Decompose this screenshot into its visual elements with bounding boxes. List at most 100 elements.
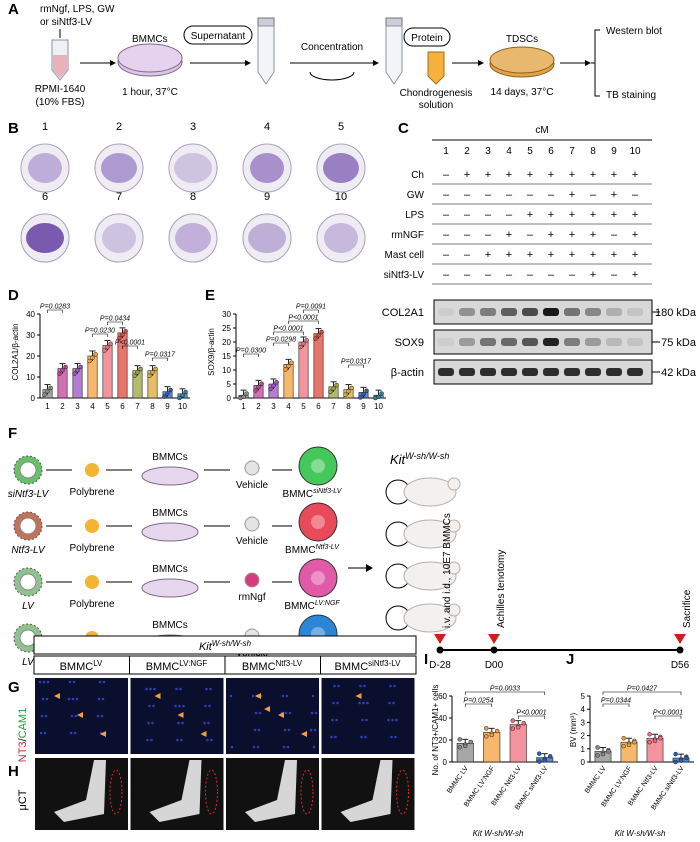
blot-band <box>606 338 622 346</box>
fluorescence-image <box>321 678 415 754</box>
blot-band <box>522 368 538 376</box>
row-value: + <box>611 169 617 181</box>
p-value: P=0.0434 <box>100 316 130 323</box>
group-header: BMMCsiNtf3-LV <box>335 659 402 673</box>
cycle-arrow-icon <box>309 71 355 81</box>
mouse-icon <box>403 561 457 591</box>
row-value: – <box>611 269 618 281</box>
x-tick-label: 2 <box>60 402 65 411</box>
x-tick-label: 8 <box>346 402 351 411</box>
well-number: 4 <box>264 121 270 133</box>
data-point <box>595 753 600 758</box>
x-tick-label: 1 <box>241 402 246 411</box>
y-tick-label: 20 <box>26 352 35 361</box>
significance-bracket <box>152 357 168 361</box>
blot-band <box>501 338 517 346</box>
well-stain <box>26 223 64 253</box>
data-point <box>331 386 336 391</box>
x-tick-label: 3 <box>271 402 276 411</box>
polybrene-label: Polybrene <box>69 543 114 554</box>
p-value: P<0.0001 <box>653 710 683 717</box>
panel-e: E SOX9/β-actin 0 5 10 15 20 25 30 1 2 3 4 5 6 7 8 9 10 P=… <box>205 287 386 411</box>
data-point <box>673 759 678 765</box>
x-tick-label: BMMC LV <box>446 765 470 795</box>
data-point <box>78 364 83 370</box>
tube-icon <box>51 39 69 81</box>
centrifuge-tube-icon <box>257 17 275 85</box>
protein-label: Protein <box>411 33 443 44</box>
data-point <box>621 735 626 741</box>
data-point <box>346 389 351 394</box>
data-point <box>334 382 339 388</box>
blot-band <box>585 338 601 346</box>
data-point <box>180 393 185 398</box>
well-stain <box>101 153 137 183</box>
bar <box>313 333 324 399</box>
well-stain <box>250 153 284 183</box>
arrowhead-marker <box>255 693 261 699</box>
significance-bracket <box>602 691 682 695</box>
panel-label-e: E <box>205 287 215 304</box>
blot-kda: 75 kDa <box>661 337 697 349</box>
event-marker-1 <box>434 634 446 644</box>
p-value: P=0.0344 <box>601 698 631 705</box>
medium-line-1: RPMI-1640 <box>35 84 86 95</box>
row-value: + <box>611 189 617 201</box>
row-value: + <box>527 169 533 181</box>
data-point <box>286 363 291 369</box>
y-tick-label: 60 <box>438 692 447 701</box>
arrowhead-marker <box>278 712 284 718</box>
data-point <box>328 389 333 395</box>
blot-band <box>480 368 496 376</box>
event-sacrifice: Sacrifice <box>682 589 693 628</box>
panel-label-d: D <box>8 287 19 304</box>
data-point <box>253 388 258 393</box>
blot-band <box>438 308 454 316</box>
stain-label: NT3/CAM1 <box>17 708 29 762</box>
agent-icon <box>244 572 260 588</box>
row-value: + <box>632 269 638 281</box>
chart-e: 0 5 10 15 20 25 30 1 2 3 4 5 6 7 8 9 10 P=0.0091 P<0.0001 P… <box>222 304 386 411</box>
day-d00: D00 <box>485 660 504 671</box>
row-value: + <box>548 169 554 181</box>
data-point <box>102 348 107 353</box>
panel-f: F siNtf3-LV Polybrene BMMCs Vehicle BMMCsiNt… <box>8 425 693 671</box>
timeline-dot-d56 <box>676 646 684 654</box>
day-d56: D56 <box>671 660 690 671</box>
fluorescence-image <box>130 678 224 754</box>
row-label: Ch <box>411 170 424 181</box>
lane-number: 6 <box>548 146 554 157</box>
strain-header: KitW-sh/W-sh <box>199 639 252 653</box>
blot-band <box>543 338 559 346</box>
well-number: 3 <box>190 121 196 133</box>
data-point <box>283 367 288 372</box>
data-point <box>349 385 354 391</box>
row-value: – <box>464 269 471 281</box>
panel-label-h: H <box>8 763 19 780</box>
blot-band <box>459 308 475 316</box>
medium-line-2: (10% FBS) <box>36 97 85 108</box>
data-point <box>489 732 494 738</box>
row-value: + <box>632 209 638 221</box>
well-stain <box>174 153 212 183</box>
y-tick-label: 0 <box>581 758 586 767</box>
well-stain <box>175 223 211 253</box>
panel-label-i: I <box>424 651 428 668</box>
well-number: 2 <box>116 121 122 133</box>
x-tick-label: 10 <box>178 402 187 411</box>
data-point <box>626 742 632 748</box>
p-value: P<0.0001 <box>288 315 318 322</box>
bmmc-product-label: BMMCsiNtf3-LV <box>283 488 343 500</box>
blot-kda: 42 kDa <box>661 367 697 379</box>
mouse-icon <box>403 519 457 549</box>
blot-band <box>543 308 559 316</box>
arrowhead-marker <box>54 693 60 699</box>
blot-band <box>480 308 496 316</box>
data-point <box>457 737 463 742</box>
row-value: – <box>569 269 576 281</box>
data-point <box>289 360 294 365</box>
row-value: + <box>632 249 638 261</box>
timeline-dot-d00 <box>490 646 498 654</box>
panel-d: D COL2A1/β-actin 0 10 20 30 40 1 2 3 4 5 6 7 8 9 10 P=0… <box>8 287 190 411</box>
y-tick-label: 10 <box>26 373 35 382</box>
